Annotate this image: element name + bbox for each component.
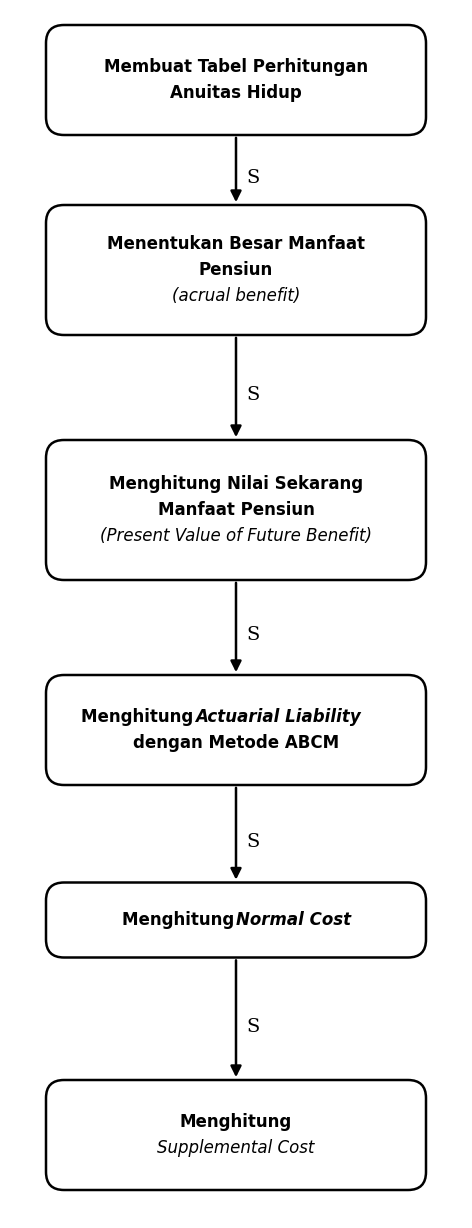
Text: (acrual benefit): (acrual benefit) xyxy=(172,287,300,305)
Text: Menghitung: Menghitung xyxy=(180,1113,292,1131)
FancyBboxPatch shape xyxy=(46,883,426,958)
Text: S: S xyxy=(246,387,259,404)
Text: S: S xyxy=(246,833,259,851)
FancyBboxPatch shape xyxy=(46,440,426,580)
Text: Normal Cost: Normal Cost xyxy=(236,911,351,930)
Text: dengan Metode ABCM: dengan Metode ABCM xyxy=(133,734,339,752)
Text: Menghitung Nilai Sekarang: Menghitung Nilai Sekarang xyxy=(109,475,363,492)
Text: Actuarial Liability: Actuarial Liability xyxy=(194,709,361,726)
Text: S: S xyxy=(246,169,259,187)
FancyBboxPatch shape xyxy=(46,205,426,335)
Text: Supplemental Cost: Supplemental Cost xyxy=(157,1140,315,1157)
Text: S: S xyxy=(246,626,259,645)
Text: (Present Value of Future Benefit): (Present Value of Future Benefit) xyxy=(100,527,372,545)
Text: Membuat Tabel Perhitungan: Membuat Tabel Perhitungan xyxy=(104,58,368,76)
FancyBboxPatch shape xyxy=(46,1079,426,1190)
Text: Manfaat Pensiun: Manfaat Pensiun xyxy=(158,501,314,519)
Text: Menghitung: Menghitung xyxy=(122,911,240,930)
Text: Menentukan Besar Manfaat: Menentukan Besar Manfaat xyxy=(107,235,365,253)
FancyBboxPatch shape xyxy=(46,25,426,135)
Text: Pensiun: Pensiun xyxy=(199,262,273,279)
Text: Anuitas Hidup: Anuitas Hidup xyxy=(170,84,302,102)
Text: S: S xyxy=(246,1018,259,1035)
Text: Menghitung: Menghitung xyxy=(81,709,199,726)
FancyBboxPatch shape xyxy=(46,675,426,785)
